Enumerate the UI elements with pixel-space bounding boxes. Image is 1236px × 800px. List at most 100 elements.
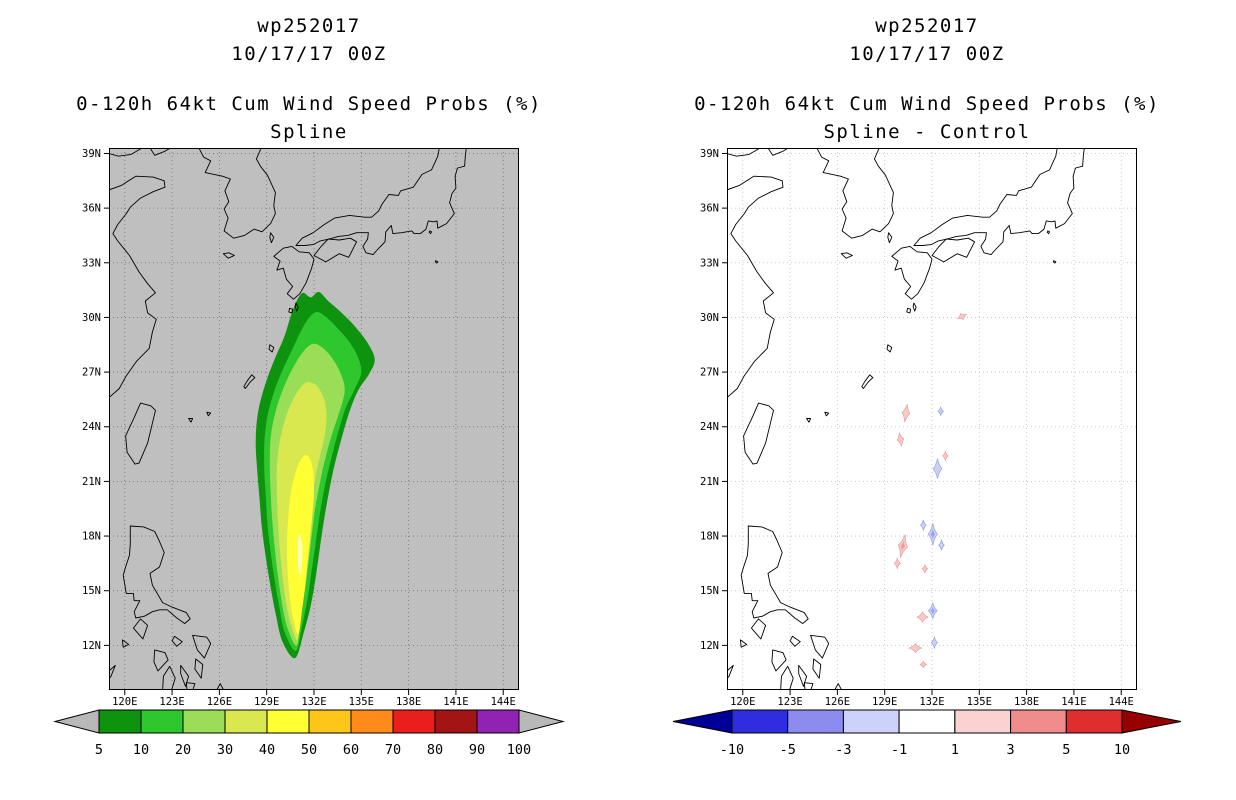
positive-anomaly [916,611,929,623]
coastline-okinawa [243,374,256,389]
coastline-negros [162,665,176,690]
coastline-luzon [740,525,809,624]
method-label: Spline - Control [823,121,1031,143]
coastline-busuanga [739,639,748,648]
lon-label: 132E [301,696,326,708]
init-time: 10/17/17 00Z [849,43,1005,65]
coastline-panay [153,649,169,672]
coastline-mindanao-tip [834,683,843,690]
negative-anomaly [937,406,945,417]
lat-label: 18N [82,531,101,543]
coastline-okinawa [861,374,874,389]
colorbar-label: 50 [301,742,317,758]
lon-label: 141E [1061,696,1086,708]
panel-header: wp252017 10/17/17 00Z 0-120h 64kt Cum Wi… [672,12,1182,146]
colorbar-label: 3 [1007,742,1015,758]
coastline-kyushu [273,245,315,300]
negative-anomaly [938,538,945,551]
negative-anomaly [927,523,938,546]
colorbar-segment [954,709,1012,734]
coastline-yakushima [288,307,294,314]
lat-label: 27N [82,367,101,379]
lat-label: 15N [82,585,101,597]
colorbar-label: 40 [259,742,275,758]
colorbar-segment [98,709,142,734]
coastline-taiwan [125,402,156,465]
coastline-miyako [206,411,212,417]
colorbar-label: -10 [720,742,744,758]
lon-label: 132E [919,696,944,708]
colorbar-label: 60 [343,742,359,758]
colorbar-label: -5 [780,742,796,758]
header-gap [54,68,564,90]
coastline-samar [810,634,830,659]
colorbar-segment [350,709,394,734]
product-title: 0-120h 64kt Cum Wind Speed Probs (%) [694,93,1160,115]
panel-header: wp252017 10/17/17 00Z 0-120h 64kt Cum Wi… [54,12,564,146]
coastline-china-coast [109,175,166,398]
lat-label: 15N [700,585,719,597]
positive-anomaly [896,432,905,447]
lat-label: 39N [700,148,719,160]
colorbar-segment [842,709,900,734]
coastline-cebu [798,664,808,687]
colorbar-right-arrow [1121,709,1182,734]
coastline-ishigaki [188,418,194,423]
coastline-shikoku [931,237,976,263]
colorbar-segment [182,709,226,734]
lat-label: 33N [82,257,101,269]
negative-anomaly [919,519,927,532]
lat-label: 39N [82,148,101,160]
positive-anomaly [921,563,929,575]
positive-anomaly [956,312,968,321]
coastline-mindanao-tip [216,683,225,690]
lat-label: 36N [82,203,101,215]
positive-anomaly [893,557,902,570]
lon-label: 126E [207,696,232,708]
colorbar-difference: -10 -5 -3 -1 1 3 5 10 [672,709,1182,758]
coastline-izu-oshima [428,230,432,235]
colorbar-segment [434,709,478,734]
coastline-panay [771,649,787,672]
coastline-izu-oshima [1046,230,1050,235]
lon-label: 135E [967,696,992,708]
colorbar-label: 80 [427,742,443,758]
colorbar-label: 5 [1062,742,1070,758]
header-gap [672,68,1182,90]
coastline-liaodong [149,148,171,156]
coastline-honshu [295,148,467,256]
map-spline: 12N 15N 18N 21N 24N 27N 30N 33N 36N 39N 120E 123E 12… [82,148,519,708]
positive-anomaly [919,660,928,669]
coastline-bohai-coast [727,148,761,157]
lon-label: 141E [443,696,468,708]
lat-label: 30N [700,312,719,324]
coastline-bohai-coast [109,148,143,157]
colorbar-segment [1065,709,1123,734]
lat-label: 21N [82,476,101,488]
colorbar-left-arrow [672,709,733,734]
lon-label: 144E [1109,696,1134,708]
coastline-ishigaki [806,418,812,423]
prob-contour-50 [297,534,303,575]
colorbar-label: 10 [133,742,149,758]
coastline-masbate [789,635,801,647]
colorbar-label: 100 [507,742,531,758]
lon-label: 138E [396,696,421,708]
map-content [727,148,1137,690]
coastline-china-coast [727,175,784,398]
lat-label: 27N [700,367,719,379]
positive-anomaly [901,403,911,423]
coastline-masbate [171,635,183,647]
lon-label: 126E [825,696,850,708]
coastline-jeju [840,252,853,259]
lat-label: 24N [700,421,719,433]
lon-label: 135E [349,696,374,708]
coastline-leyte [194,658,204,679]
storm-id: wp252017 [257,15,361,37]
coastline-korea [198,148,276,239]
coastline-taiwan [743,402,774,465]
lon-label: 129E [254,696,279,708]
colorbar-segment [266,709,310,734]
positive-anomaly [897,534,908,558]
negative-anomaly [927,601,938,620]
